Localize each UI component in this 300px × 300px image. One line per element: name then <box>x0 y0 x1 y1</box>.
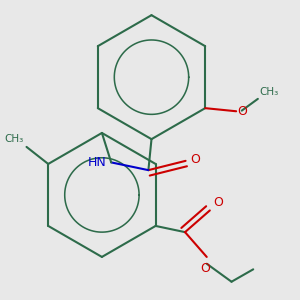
Text: HN: HN <box>88 156 106 169</box>
Text: CH₃: CH₃ <box>5 134 24 144</box>
Text: O: O <box>190 153 200 166</box>
Text: CH₃: CH₃ <box>260 87 279 97</box>
Text: O: O <box>213 196 223 209</box>
Text: O: O <box>238 105 248 118</box>
Text: O: O <box>200 262 210 275</box>
